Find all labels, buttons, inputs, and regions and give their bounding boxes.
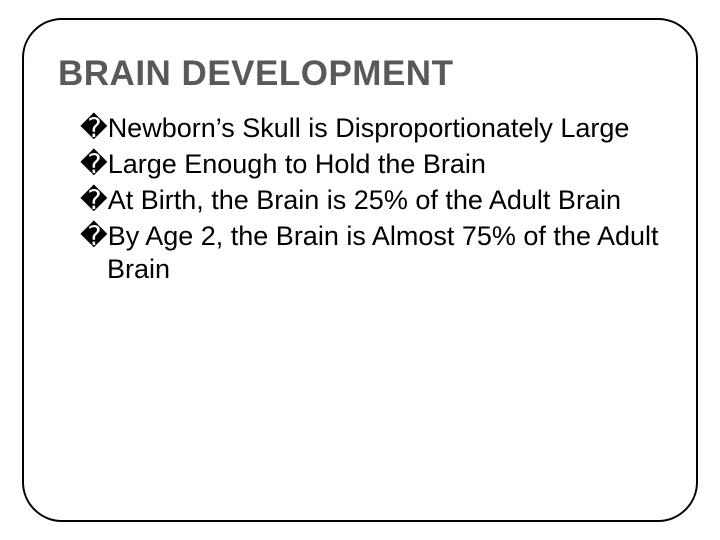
bullet-icon: � — [80, 113, 108, 143]
list-item: �At Birth, the Brain is 25% of the Adult… — [80, 184, 662, 218]
list-item-text: At Birth, the Brain is 25% of the Adult … — [108, 185, 621, 215]
slide-body: �Newborn’s Skull is Disproportionately L… — [58, 112, 662, 287]
bullet-icon: � — [80, 185, 108, 215]
slide-title: BRAIN DEVELOPMENT — [58, 54, 662, 94]
list-item: �Newborn’s Skull is Disproportionately L… — [80, 112, 662, 146]
bullet-icon: � — [80, 221, 108, 251]
list-item-text: Newborn’s Skull is Disproportionately La… — [108, 113, 630, 143]
slide-frame: BRAIN DEVELOPMENT �Newborn’s Skull is Di… — [22, 18, 698, 522]
list-item-text: Large Enough to Hold the Brain — [108, 149, 486, 179]
list-item: �By Age 2, the Brain is Almost 75% of th… — [80, 220, 662, 288]
slide: BRAIN DEVELOPMENT �Newborn’s Skull is Di… — [0, 0, 720, 540]
bullet-icon: � — [80, 149, 108, 179]
list-item-text: By Age 2, the Brain is Almost 75% of the… — [107, 221, 659, 285]
list-item: �Large Enough to Hold the Brain — [80, 148, 662, 182]
